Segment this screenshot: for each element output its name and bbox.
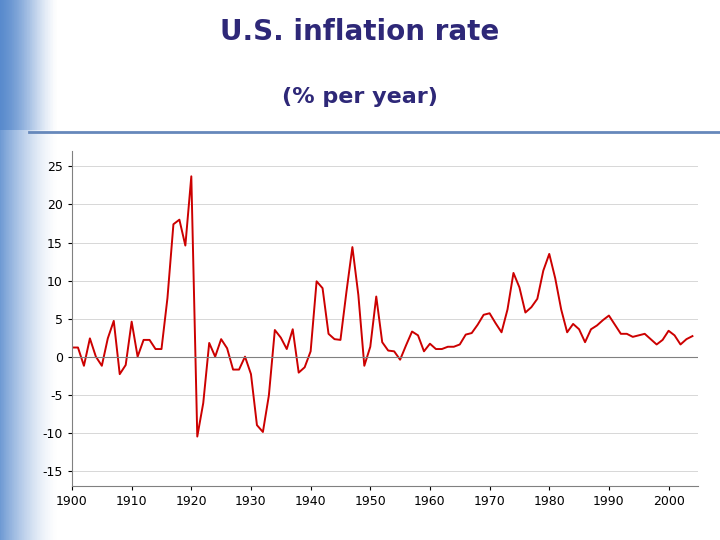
Bar bbox=[27, 0, 28, 130]
Bar bbox=[25, 0, 26, 130]
Bar bbox=[35, 0, 36, 540]
Bar bbox=[39, 0, 40, 130]
Bar bbox=[55, 0, 56, 540]
Bar bbox=[1, 0, 2, 540]
Bar bbox=[10, 0, 11, 540]
Bar bbox=[48, 0, 49, 130]
Bar bbox=[34, 0, 35, 540]
Text: (% per year): (% per year) bbox=[282, 87, 438, 107]
Bar bbox=[30, 0, 31, 540]
Bar bbox=[40, 0, 41, 130]
Bar bbox=[48, 0, 49, 540]
Bar bbox=[40, 0, 41, 540]
Bar bbox=[57, 0, 58, 130]
Bar bbox=[47, 0, 48, 540]
Text: U.S. inflation rate: U.S. inflation rate bbox=[220, 18, 500, 46]
Bar bbox=[45, 0, 46, 130]
Bar bbox=[54, 0, 55, 130]
Bar bbox=[10, 0, 11, 130]
Bar bbox=[7, 0, 8, 540]
Bar bbox=[31, 0, 32, 130]
Bar bbox=[57, 0, 58, 540]
Bar bbox=[28, 0, 29, 540]
Bar bbox=[33, 0, 34, 540]
Bar bbox=[2, 0, 3, 540]
Bar bbox=[44, 0, 45, 130]
Bar bbox=[12, 0, 13, 130]
Bar bbox=[33, 0, 34, 130]
Bar bbox=[22, 0, 23, 130]
Bar bbox=[47, 0, 48, 130]
Bar bbox=[49, 0, 50, 540]
Bar bbox=[14, 0, 15, 540]
Bar bbox=[38, 0, 39, 540]
Bar bbox=[32, 0, 33, 130]
Bar bbox=[15, 0, 16, 130]
Bar bbox=[32, 0, 33, 540]
Bar bbox=[3, 0, 4, 130]
Bar bbox=[5, 0, 6, 130]
Bar bbox=[7, 0, 8, 130]
Bar bbox=[11, 0, 12, 540]
Bar bbox=[44, 0, 45, 540]
Bar bbox=[52, 0, 53, 540]
Bar bbox=[26, 0, 27, 130]
Bar bbox=[20, 0, 21, 540]
Bar bbox=[21, 0, 22, 540]
Bar bbox=[46, 0, 47, 130]
Bar bbox=[24, 0, 25, 130]
Bar bbox=[36, 0, 37, 130]
Bar bbox=[45, 0, 46, 540]
Bar bbox=[8, 0, 9, 540]
Bar bbox=[0, 0, 1, 540]
Bar bbox=[29, 0, 30, 540]
Bar bbox=[49, 0, 50, 130]
Bar bbox=[35, 0, 36, 130]
Bar bbox=[1, 0, 2, 130]
Bar bbox=[55, 0, 56, 130]
Bar bbox=[27, 0, 28, 540]
Bar bbox=[38, 0, 39, 130]
Bar bbox=[0, 0, 1, 130]
Bar bbox=[5, 0, 6, 540]
Bar bbox=[25, 0, 26, 540]
Bar bbox=[14, 0, 15, 130]
Bar bbox=[12, 0, 13, 540]
Bar bbox=[26, 0, 27, 540]
Bar bbox=[54, 0, 55, 540]
Bar bbox=[51, 0, 52, 130]
Bar bbox=[56, 0, 57, 130]
Bar bbox=[21, 0, 22, 130]
Bar bbox=[39, 0, 40, 540]
Bar bbox=[56, 0, 57, 540]
Bar bbox=[24, 0, 25, 540]
Bar bbox=[23, 0, 24, 130]
Bar bbox=[31, 0, 32, 540]
Bar bbox=[28, 0, 29, 130]
Bar bbox=[11, 0, 12, 130]
Bar bbox=[36, 0, 37, 540]
Bar bbox=[15, 0, 16, 540]
Bar bbox=[8, 0, 9, 130]
Bar bbox=[34, 0, 35, 130]
Bar bbox=[51, 0, 52, 540]
Bar bbox=[43, 0, 44, 540]
